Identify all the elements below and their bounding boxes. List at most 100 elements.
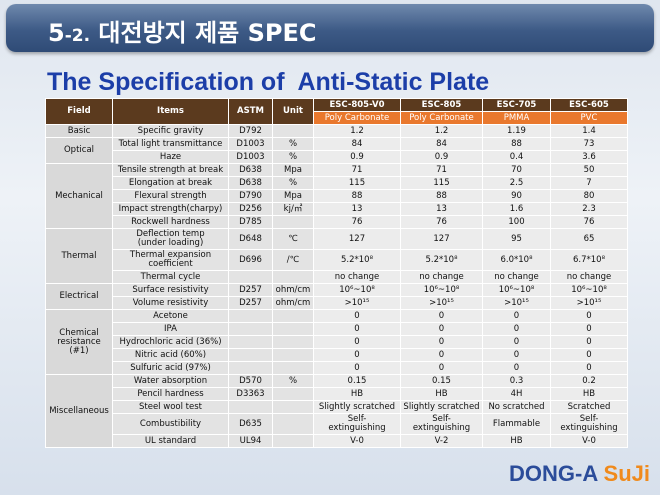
- header-title: 대전방지 제품 SPEC: [98, 19, 317, 47]
- spec-row: Pencil hardness D3363 HB HB 4H HB: [46, 387, 628, 401]
- column-header: Items: [112, 98, 229, 125]
- value-cell: 0: [400, 348, 483, 362]
- value-cell: 127: [400, 228, 483, 250]
- value-cell: >10¹⁵: [550, 296, 628, 310]
- value-cell: 0: [550, 322, 628, 336]
- value-cell: 88: [400, 189, 483, 203]
- value-cell: 1.2: [400, 124, 483, 138]
- value-cell: 50: [550, 163, 628, 177]
- unit-cell: [272, 322, 314, 336]
- value-cell: 0: [313, 348, 401, 362]
- unit-cell: %: [272, 374, 314, 388]
- unit-cell: ohm/cm: [272, 296, 314, 310]
- field-cell: Optical: [45, 137, 113, 164]
- item-cell: Specific gravity: [112, 124, 229, 138]
- column-header: Unit: [272, 98, 314, 125]
- astm-cell: D256: [228, 202, 273, 216]
- product-header: ESC-705: [482, 98, 551, 112]
- unit-cell: [272, 387, 314, 401]
- value-cell: no change: [400, 270, 483, 284]
- value-cell: 10⁶~10⁸: [482, 283, 551, 297]
- item-cell: Hydrochloric acid (36%): [112, 335, 229, 349]
- value-cell: 13: [400, 202, 483, 216]
- header-number: 5: [48, 19, 65, 47]
- unit-cell: %: [272, 137, 314, 151]
- value-cell: 0: [482, 361, 551, 375]
- astm-cell: D3363: [228, 387, 273, 401]
- spec-row: Elongation at break D638% 115 115 2.5 7: [46, 176, 628, 190]
- item-cell: Thermal cycle: [112, 270, 229, 284]
- item-cell: Total light transmittance: [112, 137, 229, 151]
- value-cell: 76: [400, 215, 483, 229]
- product-header: ESC-805-V0: [313, 98, 401, 112]
- astm-cell: [228, 322, 273, 336]
- value-cell: 0: [550, 361, 628, 375]
- spec-row: UL standard UL94 V-0 V-2 HB V-0: [46, 434, 628, 448]
- item-cell: IPA: [112, 322, 229, 336]
- astm-cell: D635: [228, 413, 273, 435]
- value-cell: 0: [550, 335, 628, 349]
- item-cell: UL standard: [112, 434, 229, 448]
- item-cell: Elongation at break: [112, 176, 229, 190]
- astm-cell: D785: [228, 215, 273, 229]
- spec-row: Electrical Surface resistivity D257 ohm/cm 1…: [45, 283, 628, 310]
- value-cell: 0: [313, 361, 401, 375]
- value-cell: no change: [482, 270, 551, 284]
- astm-cell: [228, 270, 273, 284]
- value-cell: 3.6: [550, 150, 628, 164]
- value-cell: HB: [400, 387, 483, 401]
- header-sub: -2.: [64, 26, 91, 46]
- spec-table: Field Items ASTM Unit ESC-805-V0 ESC-805 ESC-7…: [45, 98, 628, 448]
- astm-cell: D790: [228, 189, 273, 203]
- value-cell: HB: [313, 387, 401, 401]
- astm-cell: UL94: [228, 434, 273, 448]
- field-cell: Thermal: [45, 228, 113, 284]
- item-cell: Rockwell hardness: [112, 215, 229, 229]
- item-cell: Impact strength(charpy): [112, 202, 229, 216]
- value-cell: 0: [400, 309, 483, 323]
- item-cell: Tensile strength at break: [112, 163, 229, 177]
- item-cell: Steel wool test: [112, 400, 229, 414]
- value-cell: 1.19: [482, 124, 551, 138]
- value-cell: 0: [550, 309, 628, 323]
- field-cell: Mechanical: [45, 163, 113, 229]
- value-cell: 0: [313, 322, 401, 336]
- value-cell: 88: [482, 137, 551, 151]
- spec-row: Miscellaneous Water absorption D570% 0.15 0.…: [45, 374, 628, 448]
- value-cell: 76: [313, 215, 401, 229]
- astm-cell: D257: [228, 296, 273, 310]
- value-cell: 0: [550, 348, 628, 362]
- item-cell: Acetone: [112, 309, 229, 323]
- value-cell: 0: [482, 348, 551, 362]
- logo-right: SuJi: [603, 461, 650, 486]
- value-cell: 0: [313, 335, 401, 349]
- spec-row: Haze D1003% 0.9 0.9 0.4 3.6: [46, 150, 628, 164]
- unit-cell: kj/㎡: [272, 202, 314, 216]
- material-row: Poly Carbonate Poly Carbonate PMMA PVC: [46, 111, 628, 125]
- value-cell: 2.5: [482, 176, 551, 190]
- astm-cell: D638: [228, 176, 273, 190]
- astm-cell: D257: [228, 283, 273, 297]
- spec-row: Thermal cycle no change no change no change…: [46, 270, 628, 284]
- value-cell: 6.0*10⁸: [482, 249, 551, 271]
- value-cell: 90: [482, 189, 551, 203]
- field-cell: Basic: [45, 124, 113, 138]
- value-cell: 127: [313, 228, 401, 250]
- value-cell: 71: [313, 163, 401, 177]
- value-cell: V-0: [550, 434, 628, 448]
- spec-row: Optical Total light transmittance D1003% 84…: [45, 137, 628, 164]
- item-cell: Volume resistivity: [112, 296, 229, 310]
- value-cell: 65: [550, 228, 628, 250]
- astm-cell: [228, 348, 273, 362]
- value-cell: Self- extinguishing: [313, 413, 401, 435]
- product-header: ESC-605: [550, 98, 628, 112]
- material-header: PVC: [550, 111, 628, 125]
- field-cell: Miscellaneous: [45, 374, 113, 448]
- item-cell: Haze: [112, 150, 229, 164]
- value-cell: Self- extinguishing: [550, 413, 628, 435]
- value-cell: 95: [482, 228, 551, 250]
- unit-cell: [272, 348, 314, 362]
- astm-cell: [228, 309, 273, 323]
- unit-cell: Mpa: [272, 163, 314, 177]
- value-cell: 0: [482, 335, 551, 349]
